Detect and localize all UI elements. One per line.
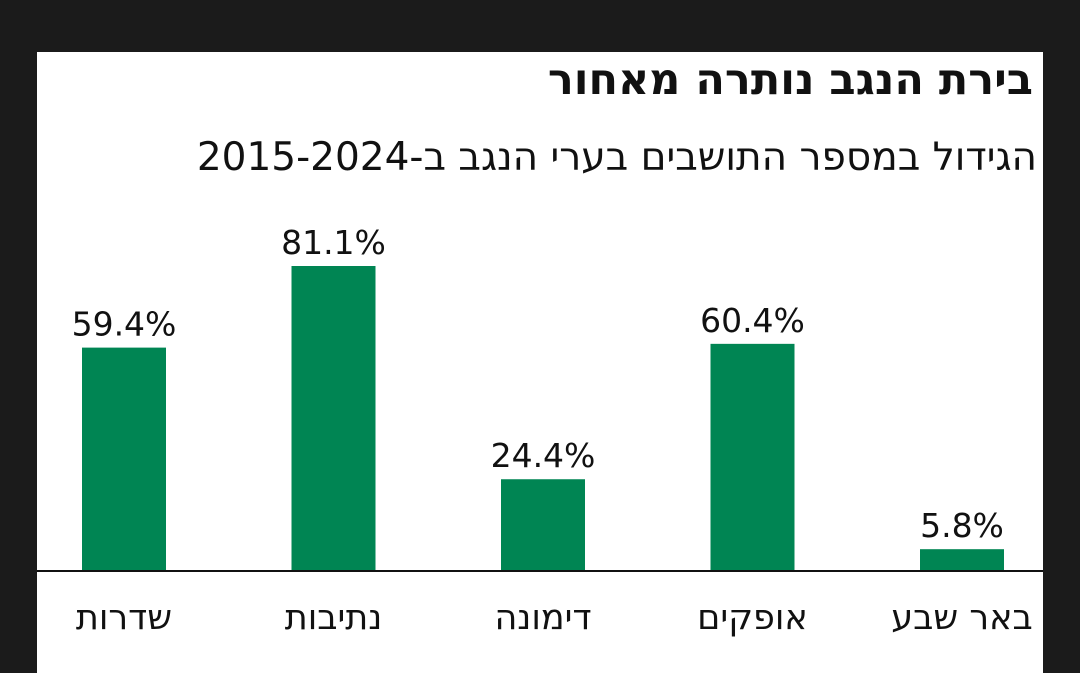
value-label-2: 24.4%	[491, 436, 596, 475]
category-label-3: אופקים	[697, 598, 808, 638]
value-label-1: 81.1%	[281, 223, 386, 262]
value-labels-group: 59.4% 81.1% 24.4% 60.4% 5.8%	[72, 223, 1004, 545]
bar-4	[920, 549, 1004, 571]
bars-group	[82, 266, 1004, 571]
bar-2	[501, 479, 585, 571]
chart-subtitle: הגידול במספר התושבים בערי הנגב ב-2015-20…	[196, 135, 1037, 180]
bar-1	[291, 266, 376, 571]
category-label-4: באר שבע	[891, 598, 1032, 638]
bar-3	[710, 343, 795, 571]
value-label-3: 60.4%	[700, 301, 805, 340]
category-label-2: דימונה	[494, 598, 591, 638]
category-labels-group: שדרות נתיבות דימונה אופקים באר שבע	[76, 598, 1033, 638]
chart-title: בירת הנגב נותרה מאחור	[547, 55, 1033, 105]
category-label-1: נתיבות	[285, 598, 383, 638]
value-label-0: 59.4%	[72, 305, 177, 344]
bar-chart: 59.4% 81.1% 24.4% 60.4% 5.8% שדרות נתיבות דימו…	[37, 223, 1043, 638]
category-label-0: שדרות	[76, 598, 172, 638]
value-label-4: 5.8%	[920, 506, 1004, 545]
chart-card: בירת הנגב נותרה מאחור הגידול במספר התושב…	[37, 52, 1043, 673]
bar-0	[82, 347, 166, 571]
